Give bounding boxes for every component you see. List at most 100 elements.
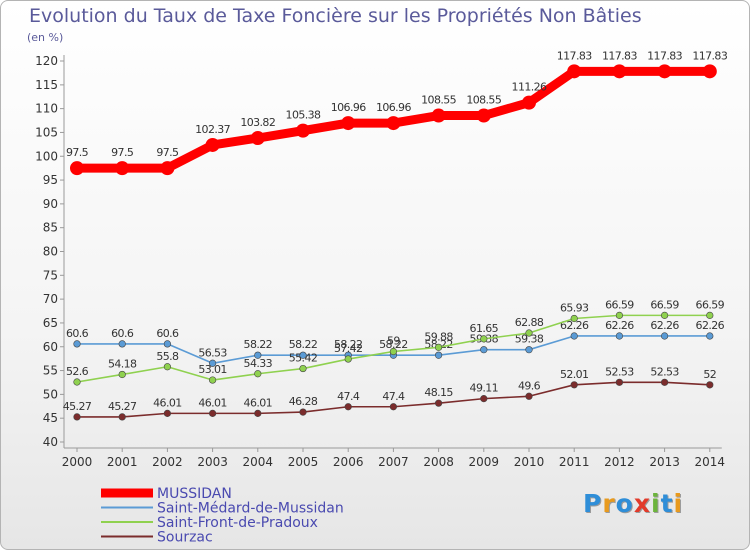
data-label: 47.4 (382, 390, 405, 403)
y-tick-label: 95 (43, 173, 58, 187)
data-point (706, 311, 714, 319)
data-label: 52.6 (66, 365, 89, 378)
data-label: 47.4 (337, 390, 360, 403)
data-point (163, 363, 171, 371)
data-point (435, 351, 443, 359)
data-label: 58.22 (334, 338, 363, 351)
logo-letter: i (673, 489, 684, 518)
y-tick-label: 100 (35, 149, 58, 163)
data-label: 45.27 (63, 400, 92, 413)
data-point (70, 161, 84, 176)
legend-label: Sourzac (157, 530, 213, 546)
logo-letter: t (660, 489, 674, 518)
data-point (299, 351, 307, 359)
y-tick-label: 70 (43, 292, 58, 306)
legend-label: Saint-Médard-de-Mussidan (157, 501, 344, 517)
data-point (525, 346, 533, 354)
data-point (480, 395, 488, 403)
y-tick-label: 60 (43, 340, 58, 354)
chart-title: Evolution du Taux de Taxe Foncière sur l… (29, 5, 642, 27)
data-label: 117.83 (602, 49, 637, 62)
data-point (254, 351, 262, 359)
data-label: 117.83 (557, 49, 592, 62)
data-point (570, 381, 578, 389)
data-point (209, 359, 217, 367)
x-tick-label: 2009 (469, 455, 500, 469)
data-point (615, 311, 624, 319)
data-label: 117.83 (647, 49, 682, 62)
data-point (567, 64, 582, 79)
y-tick-label: 115 (35, 78, 58, 92)
data-point (480, 346, 488, 354)
data-point (118, 413, 126, 421)
y-tick-label: 80 (43, 245, 58, 259)
data-label: 66.59 (605, 298, 634, 311)
x-tick-label: 2003 (197, 455, 228, 469)
data-point (570, 332, 578, 340)
data-label: 59 (387, 335, 400, 348)
x-tick-label: 2013 (649, 455, 680, 469)
data-point (525, 392, 533, 400)
data-point (73, 340, 81, 348)
data-label: 52.53 (650, 365, 679, 378)
data-point (386, 116, 401, 131)
chart-subtitle: (en %) (27, 31, 64, 44)
data-point (115, 161, 130, 176)
data-point (254, 370, 262, 378)
x-tick-label: 2014 (695, 455, 726, 469)
data-point (570, 314, 578, 323)
data-label: 55.8 (156, 350, 179, 363)
data-label: 46.28 (289, 395, 318, 408)
data-label: 105.38 (286, 109, 321, 122)
data-label: 60.6 (66, 327, 89, 340)
data-label: 62.26 (605, 319, 634, 332)
data-label: 49.11 (470, 382, 499, 395)
data-point (660, 332, 669, 340)
y-tick-label: 55 (43, 364, 58, 378)
data-label: 46.01 (153, 396, 182, 409)
data-point (522, 95, 536, 110)
data-point (702, 64, 717, 79)
data-label: 61.65 (470, 322, 499, 335)
data-label: 58.22 (379, 338, 408, 351)
data-label: 59.38 (515, 333, 544, 346)
data-point (209, 376, 217, 384)
data-label: 60.6 (156, 327, 179, 340)
data-point (435, 399, 443, 407)
data-point (344, 403, 352, 411)
data-label: 62.88 (515, 316, 544, 329)
data-label: 97.5 (66, 146, 89, 159)
data-point (344, 355, 352, 363)
logo-letter: r (602, 489, 616, 518)
data-point (389, 403, 398, 411)
data-point (163, 340, 171, 348)
x-tick-label: 2001 (107, 455, 138, 469)
data-point (657, 64, 672, 79)
x-tick-label: 2010 (514, 455, 545, 469)
data-label: 55.42 (289, 352, 318, 365)
data-point (73, 378, 81, 386)
data-label: 97.5 (111, 146, 134, 159)
x-tick-label: 2006 (333, 455, 364, 469)
data-label: 56.53 (198, 346, 227, 359)
y-tick-label: 50 (43, 387, 58, 401)
x-tick-label: 2005 (288, 455, 319, 469)
data-label: 62.26 (560, 319, 589, 332)
logo-letter: x (633, 489, 651, 518)
data-point (163, 409, 171, 417)
data-label: 52 (703, 368, 716, 381)
data-point (341, 116, 356, 131)
data-label: 103.82 (240, 116, 275, 129)
data-point (706, 381, 714, 389)
legend-label: MUSSIDAN (157, 486, 232, 502)
data-label: 111.26 (512, 81, 547, 94)
x-tick-label: 2012 (604, 455, 635, 469)
data-point (706, 332, 714, 340)
data-label: 106.96 (376, 101, 411, 114)
y-tick-label: 105 (35, 125, 58, 139)
data-label: 62.26 (650, 319, 679, 332)
data-label: 59.88 (424, 330, 453, 343)
data-point (160, 161, 175, 176)
